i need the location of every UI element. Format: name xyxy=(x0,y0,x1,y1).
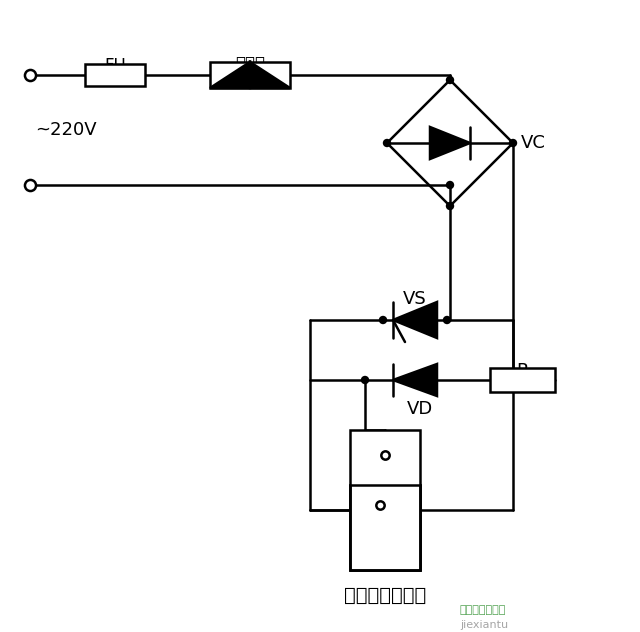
Circle shape xyxy=(383,140,390,147)
Text: R: R xyxy=(516,362,529,380)
Bar xyxy=(350,430,420,570)
Text: VC: VC xyxy=(521,134,546,152)
Text: 电接点汞温度计: 电接点汞温度计 xyxy=(344,585,426,604)
Text: ~220V: ~220V xyxy=(35,121,97,139)
Bar xyxy=(85,64,145,86)
Text: jiexiantu: jiexiantu xyxy=(460,620,508,630)
Polygon shape xyxy=(430,127,470,159)
Polygon shape xyxy=(250,62,290,88)
Text: FU: FU xyxy=(104,57,126,75)
Bar xyxy=(490,368,555,392)
Circle shape xyxy=(447,76,454,83)
Polygon shape xyxy=(210,62,250,88)
Circle shape xyxy=(447,202,454,209)
Text: VD: VD xyxy=(407,400,433,418)
Circle shape xyxy=(380,317,387,324)
Text: 电热器: 电热器 xyxy=(235,55,265,73)
Circle shape xyxy=(362,377,369,384)
Bar xyxy=(350,485,420,570)
Circle shape xyxy=(509,140,516,147)
Circle shape xyxy=(447,181,454,188)
Polygon shape xyxy=(393,302,437,338)
Bar xyxy=(210,62,290,88)
Text: VS: VS xyxy=(403,290,427,308)
Bar xyxy=(350,485,420,570)
Circle shape xyxy=(444,317,451,324)
Polygon shape xyxy=(393,364,437,396)
Text: 头条图电工技术: 头条图电工技术 xyxy=(460,605,506,615)
